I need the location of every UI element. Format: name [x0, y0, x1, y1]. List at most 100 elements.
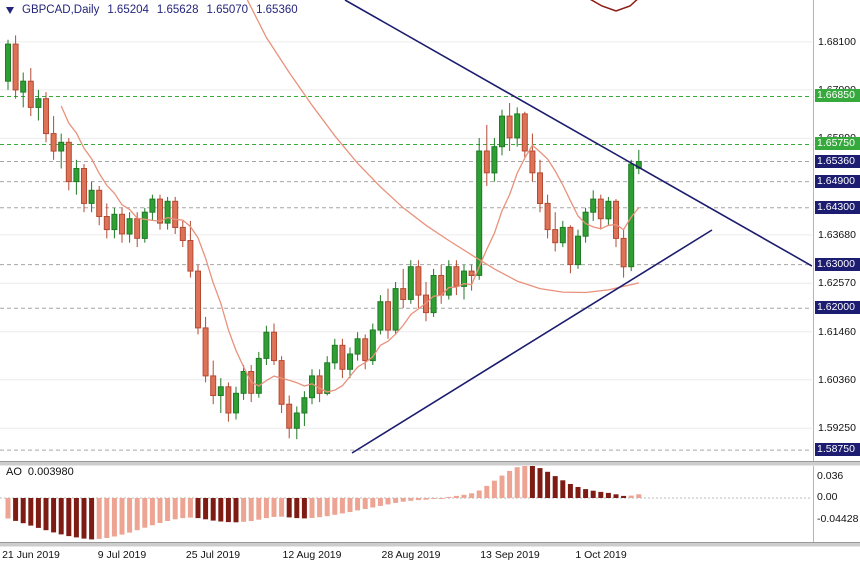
ao-bar: [446, 496, 452, 498]
candle-body: [179, 226, 186, 241]
price-axis[interactable]: 1.681001.670001.658901.636801.625701.614…: [813, 0, 860, 546]
ao-bar: [438, 498, 444, 499]
ao-bar: [461, 494, 467, 498]
candle-body: [278, 360, 285, 405]
candle-body: [233, 392, 239, 414]
ao-bar: [89, 498, 95, 540]
ao-bar: [81, 498, 87, 539]
quote-low: 1.65070: [206, 4, 249, 16]
ao-bar: [149, 498, 155, 526]
candle-body: [575, 235, 581, 266]
trendline[interactable]: [344, 0, 812, 267]
candle-body: [483, 150, 490, 174]
candle-body: [438, 275, 445, 296]
candle-body: [286, 403, 293, 429]
price-tick-label: 1.59250: [818, 422, 856, 434]
candle-body: [415, 266, 422, 296]
candle-body: [255, 357, 262, 394]
ao-bar: [172, 498, 178, 520]
candle-body: [537, 172, 543, 204]
candle-body: [316, 375, 323, 394]
ao-indicator-name: AO: [6, 466, 22, 478]
candle-body: [172, 200, 179, 229]
ao-bar: [339, 498, 345, 514]
candle-body: [293, 412, 300, 429]
candle-body: [354, 338, 361, 355]
candle-body: [628, 163, 635, 268]
ao-bar: [263, 498, 269, 519]
time-tick-label: 12 Aug 2019: [282, 549, 342, 561]
candle-body: [43, 98, 49, 135]
quote-bar: GBPCAD,Daily 1.65204 1.65628 1.65070 1.6…: [6, 4, 298, 16]
ao-indicator-value: 0.003980: [27, 466, 74, 478]
ao-bar: [431, 498, 437, 499]
candle-body: [461, 270, 467, 287]
ao-bar: [225, 498, 231, 523]
ao-bar: [545, 471, 551, 498]
ao-bar: [5, 498, 11, 519]
trendline[interactable]: [351, 229, 713, 454]
ao-bar: [256, 498, 262, 520]
ao-bar: [58, 498, 64, 535]
ao-bar: [317, 498, 323, 518]
candle-body: [400, 288, 407, 301]
price-tick-label: 1.63680: [818, 229, 856, 241]
quote-close: 1.65360: [256, 4, 298, 16]
ao-indicator-canvas[interactable]: [0, 464, 812, 543]
price-level-badge: 1.65750: [815, 137, 860, 150]
candle-body: [195, 270, 201, 329]
ao-bar: [111, 498, 117, 537]
candle-body: [362, 338, 369, 362]
ao-bar: [628, 495, 634, 498]
ao-bar: [598, 491, 604, 498]
price-chart-panel[interactable]: [0, 0, 812, 461]
ao-bar: [362, 498, 368, 509]
ao-bar: [241, 498, 247, 522]
candle-body: [613, 200, 619, 239]
candle-body: [567, 226, 574, 265]
candle-body: [324, 362, 331, 394]
ao-bar: [400, 498, 406, 502]
ao-bar: [476, 490, 482, 498]
time-axis[interactable]: 21 Jun 2019 9 Jul 2019 25 Jul 2019 12 Aug 2…: [0, 547, 860, 564]
ao-bar: [507, 470, 513, 498]
time-tick-label: 13 Sep 2019: [480, 549, 540, 561]
ao-bar: [522, 464, 528, 498]
candle-body: [157, 198, 163, 224]
ao-bar: [51, 498, 57, 533]
ao-bar: [499, 475, 505, 498]
ao-bar: [393, 498, 399, 503]
ao-bar: [73, 498, 79, 538]
candle-body: [453, 266, 460, 287]
ao-bar: [552, 476, 558, 498]
ma-long-line: [589, 0, 638, 12]
ao-bar: [370, 498, 376, 508]
candle-body: [392, 288, 399, 331]
candle-body: [499, 115, 505, 148]
candle-body: [552, 229, 559, 244]
panel-separator[interactable]: [0, 542, 860, 547]
ao-bar: [203, 498, 209, 520]
ao-bar: [408, 498, 414, 501]
candle-body: [27, 80, 34, 108]
ao-bar: [271, 498, 277, 517]
quote-high: 1.65628: [156, 4, 199, 16]
price-chart-canvas[interactable]: [0, 0, 812, 461]
ao-bar: [613, 494, 619, 498]
ao-bar: [415, 498, 421, 501]
panel-separator[interactable]: [0, 461, 860, 466]
ao-indicator-panel[interactable]: [0, 464, 812, 543]
ao-bar: [529, 465, 535, 498]
candle-body: [187, 240, 194, 272]
ao-bar: [104, 498, 110, 538]
candle-body: [73, 168, 80, 183]
ao-bar: [347, 498, 353, 512]
candle-body: [385, 301, 391, 331]
candle-body: [58, 141, 65, 152]
candle-body: [217, 386, 224, 396]
price-level-badge: 1.63000: [815, 258, 860, 271]
candle-body: [331, 344, 338, 364]
candle-body: [309, 375, 315, 399]
candle-body: [12, 43, 19, 91]
